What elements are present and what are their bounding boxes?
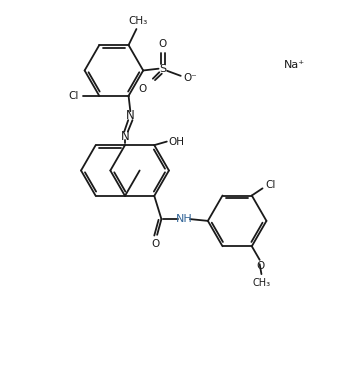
Text: CH₃: CH₃	[252, 278, 270, 288]
Text: Na⁺: Na⁺	[284, 60, 305, 70]
Text: O: O	[159, 40, 167, 49]
Text: S: S	[159, 64, 166, 74]
Text: N: N	[126, 109, 135, 122]
Text: O⁻: O⁻	[184, 72, 198, 83]
Text: O: O	[139, 85, 147, 94]
Text: Cl: Cl	[265, 180, 275, 190]
Text: O: O	[151, 239, 159, 249]
Text: CH₃: CH₃	[128, 16, 148, 26]
Text: OH: OH	[168, 137, 184, 146]
Text: N: N	[121, 130, 129, 143]
Text: O: O	[256, 261, 265, 271]
Text: NH: NH	[176, 214, 193, 224]
Text: Cl: Cl	[68, 91, 78, 101]
